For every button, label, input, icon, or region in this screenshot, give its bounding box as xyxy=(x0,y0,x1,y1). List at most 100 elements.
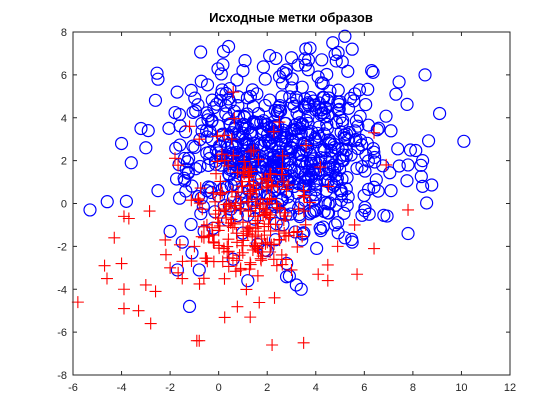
data-point-plus xyxy=(296,230,309,243)
data-point-circle xyxy=(247,212,262,226)
x-tick-label: 2 xyxy=(264,382,270,394)
data-point-circle xyxy=(221,39,236,54)
data-point-circle xyxy=(353,109,367,123)
data-point-circle xyxy=(264,122,279,136)
data-point-plus xyxy=(249,240,262,253)
data-point-circle xyxy=(272,70,287,84)
data-point-plus xyxy=(264,245,277,258)
data-point-circle xyxy=(236,63,250,78)
data-point-circle xyxy=(392,75,406,89)
data-point-plus xyxy=(219,205,232,218)
data-point-circle xyxy=(432,106,447,121)
data-point-circle xyxy=(231,109,246,123)
data-point-circle xyxy=(337,128,351,142)
data-point-circle xyxy=(392,159,406,173)
data-point-plus xyxy=(235,175,248,188)
data-point-circle xyxy=(355,160,369,174)
data-point-plus xyxy=(244,185,257,198)
data-point-plus xyxy=(230,254,243,267)
x-tick-label: 8 xyxy=(410,382,416,394)
data-point-plus xyxy=(173,238,186,251)
data-point-circle xyxy=(409,143,423,158)
data-point-plus xyxy=(240,225,253,238)
data-point-plus xyxy=(100,272,113,285)
data-point-plus xyxy=(299,218,312,231)
data-point-plus xyxy=(265,179,278,192)
data-point-circle xyxy=(226,164,240,178)
data-point-circle xyxy=(258,72,272,86)
y-tick-label: 6 xyxy=(61,70,67,82)
data-point-circle xyxy=(301,126,315,140)
data-point-plus xyxy=(287,226,300,239)
data-point-plus xyxy=(245,165,258,178)
data-point-plus xyxy=(233,249,246,262)
data-point-circle xyxy=(360,136,374,150)
data-point-circle xyxy=(186,105,200,119)
data-point-plus xyxy=(236,246,249,259)
data-point-circle xyxy=(245,128,259,143)
data-point-circle xyxy=(169,172,184,186)
data-point-plus xyxy=(193,277,206,290)
data-point-circle xyxy=(362,207,376,221)
data-point-plus xyxy=(237,216,250,229)
data-point-circle xyxy=(256,161,270,175)
data-point-plus xyxy=(278,206,291,219)
y-tick-label: 2 xyxy=(61,156,67,168)
data-point-plus xyxy=(132,304,145,317)
data-point-plus xyxy=(236,239,249,252)
data-point-plus xyxy=(351,268,364,281)
data-point-circle xyxy=(298,159,312,173)
data-point-plus xyxy=(209,195,222,208)
data-point-plus xyxy=(229,265,242,278)
data-point-plus xyxy=(257,198,270,211)
data-point-circle xyxy=(194,45,208,59)
data-point-circle xyxy=(379,109,393,123)
data-point-plus xyxy=(244,187,257,200)
data-point-plus xyxy=(298,191,311,204)
data-point-circle xyxy=(332,97,346,112)
data-point-plus xyxy=(211,155,224,168)
data-point-plus xyxy=(279,230,292,243)
data-point-circle xyxy=(331,226,345,240)
data-point-circle xyxy=(195,116,209,131)
data-point-plus xyxy=(257,209,270,222)
data-point-plus xyxy=(234,262,247,275)
data-point-circle xyxy=(124,156,138,170)
data-point-plus xyxy=(252,225,265,238)
data-point-circle xyxy=(343,91,358,105)
data-point-plus xyxy=(276,162,289,175)
data-point-circle xyxy=(366,65,380,79)
data-point-plus xyxy=(98,259,111,272)
data-point-circle xyxy=(168,105,182,120)
data-point-plus xyxy=(402,203,415,216)
data-point-circle xyxy=(376,159,390,173)
data-point-circle xyxy=(211,119,226,133)
data-point-circle xyxy=(141,124,155,138)
data-point-circle xyxy=(359,97,373,112)
data-point-plus xyxy=(260,182,273,195)
data-point-circle xyxy=(188,91,202,105)
data-point-circle xyxy=(358,164,372,178)
data-point-plus xyxy=(183,120,196,133)
x-tick-label: -6 xyxy=(68,382,78,394)
data-point-circle xyxy=(340,198,354,212)
data-point-circle xyxy=(327,161,342,175)
data-point-circle xyxy=(186,139,200,153)
data-point-circle xyxy=(238,54,252,68)
data-point-circle xyxy=(320,117,334,131)
data-point-circle xyxy=(301,63,315,77)
data-point-circle xyxy=(421,134,436,148)
data-point-circle xyxy=(414,158,428,172)
data-point-plus xyxy=(348,218,361,231)
data-point-circle xyxy=(300,156,314,170)
data-point-circle xyxy=(344,148,358,162)
data-point-plus xyxy=(211,130,224,143)
data-point-plus xyxy=(220,198,233,211)
data-point-circle xyxy=(380,209,394,223)
data-point-plus xyxy=(228,217,241,230)
data-point-plus xyxy=(331,240,344,253)
data-point-circle xyxy=(292,147,306,161)
data-point-plus xyxy=(222,260,235,273)
data-point-circle xyxy=(341,64,355,78)
y-tick-label: 0 xyxy=(61,199,67,211)
